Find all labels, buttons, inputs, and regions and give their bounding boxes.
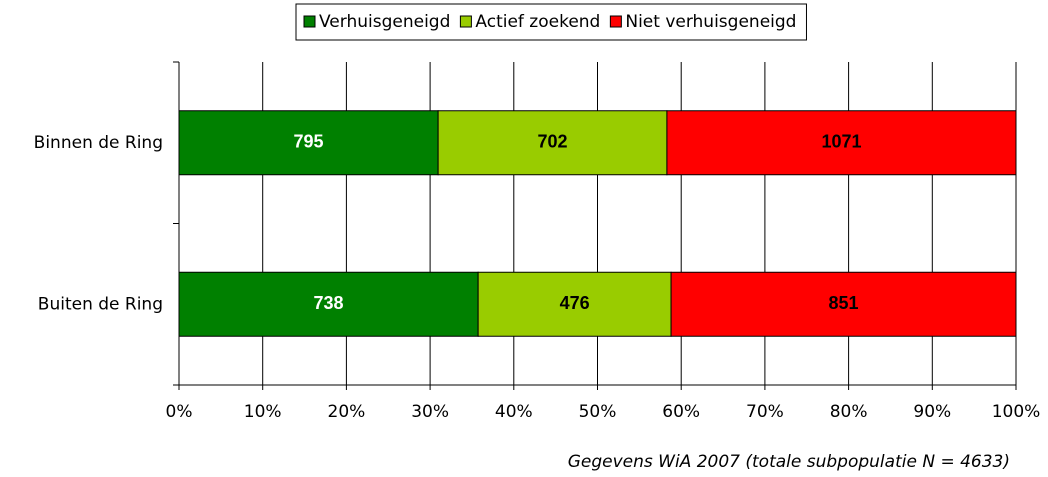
- bar-segment: [666, 110, 1017, 176]
- y-tick-label: Buiten de Ring: [38, 294, 163, 314]
- x-tick-label: 70%: [746, 402, 784, 422]
- x-tick-label: 50%: [579, 402, 617, 422]
- data-label: 1071: [821, 132, 861, 152]
- data-label: 476: [560, 293, 590, 313]
- x-tick-label: 20%: [328, 402, 366, 422]
- y-tick-label: Binnen de Ring: [34, 133, 163, 153]
- x-tick-label: 40%: [495, 402, 533, 422]
- data-label: 738: [314, 293, 344, 313]
- x-tick-label: 100%: [992, 402, 1041, 422]
- legend-swatch: [459, 15, 472, 28]
- bar-segment: [437, 110, 668, 176]
- x-tick-label: 80%: [830, 402, 868, 422]
- legend-label: Niet verhuisgeneigd: [625, 12, 796, 32]
- x-tick-label: 10%: [244, 402, 282, 422]
- bar-segment: [178, 271, 479, 337]
- x-tick-label: 60%: [662, 402, 700, 422]
- legend-box: [295, 3, 807, 41]
- bar-segment: [477, 271, 672, 337]
- footnote: Gegevens WiA 2007 (totale subpopulatie N…: [568, 452, 1010, 472]
- data-label: 702: [537, 132, 567, 152]
- data-label: 795: [294, 132, 324, 152]
- legend-label: Actief zoekend: [475, 12, 600, 32]
- legend-label: Verhuisgeneigd: [319, 12, 450, 32]
- x-tick-label: 30%: [411, 402, 449, 422]
- x-tick-label: 90%: [913, 402, 951, 422]
- data-label: 851: [829, 293, 859, 313]
- bar-segment: [670, 271, 1017, 337]
- legend-swatch: [609, 15, 622, 28]
- x-tick-label: 0%: [166, 402, 193, 422]
- legend-swatch: [303, 15, 316, 28]
